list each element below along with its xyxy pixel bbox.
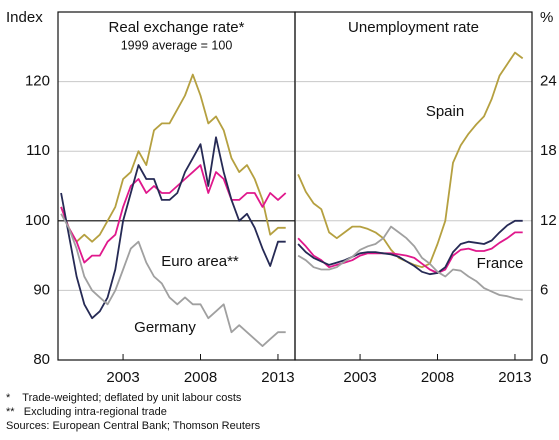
x-tick-label: 2003 bbox=[106, 369, 139, 386]
series-label: Germany bbox=[134, 319, 196, 336]
series-label: France bbox=[477, 255, 524, 272]
y-tick-label: 12 bbox=[540, 212, 557, 229]
panel-title: Real exchange rate* bbox=[109, 19, 245, 36]
x-tick-label: 2013 bbox=[498, 369, 531, 386]
footnote: * Trade-weighted; deflated by unit labou… bbox=[6, 392, 242, 404]
series-label: Euro area** bbox=[161, 253, 239, 270]
y-tick-label: 6 bbox=[540, 281, 548, 298]
panel-subtitle: 1999 average = 100 bbox=[121, 38, 233, 52]
series-line bbox=[60, 136, 286, 320]
y-tick-label: 18 bbox=[540, 142, 557, 159]
series-line bbox=[297, 231, 523, 274]
panel-frame bbox=[294, 11, 533, 361]
y-axis-label: % bbox=[540, 9, 553, 26]
y-tick-label: 0 bbox=[540, 351, 548, 368]
series-line bbox=[297, 219, 523, 276]
series-line bbox=[60, 213, 286, 347]
x-tick-label: 2008 bbox=[184, 369, 217, 386]
y-tick-label: 24 bbox=[540, 73, 557, 90]
x-tick-label: 2003 bbox=[343, 369, 376, 386]
panel-title: Unemployment rate bbox=[348, 19, 479, 36]
y-tick-label: 110 bbox=[26, 142, 50, 159]
series-line bbox=[297, 51, 524, 269]
x-tick-label: 2008 bbox=[421, 369, 454, 386]
y-tick-label: 100 bbox=[25, 212, 50, 229]
y-tick-label: 90 bbox=[33, 281, 50, 298]
series-label: Spain bbox=[426, 103, 464, 120]
y-axis-label: Index bbox=[6, 9, 43, 26]
source-note: Sources: European Central Bank; Thomson … bbox=[6, 420, 261, 432]
footnote: ** Excluding intra-regional trade bbox=[6, 406, 167, 418]
x-tick-label: 2013 bbox=[261, 369, 294, 386]
y-tick-label: 80 bbox=[33, 351, 50, 368]
y-tick-label: 120 bbox=[25, 73, 50, 90]
series-line bbox=[60, 73, 286, 243]
series-line bbox=[297, 225, 523, 301]
series-line bbox=[60, 164, 287, 264]
